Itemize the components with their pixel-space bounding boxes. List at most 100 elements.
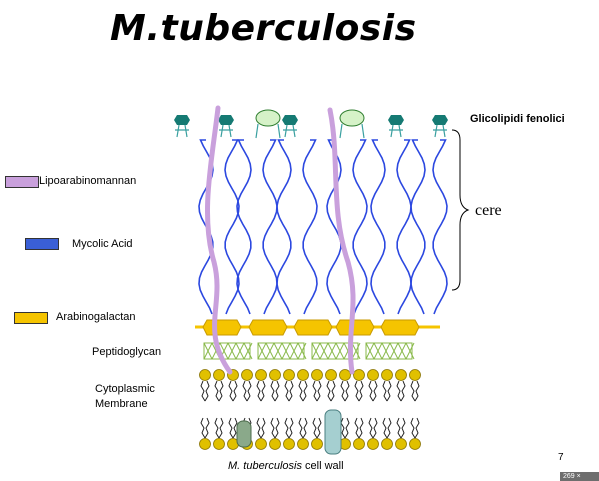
- page-title: M.tuberculosis: [110, 8, 417, 49]
- peptidoglycan-strand: [405, 342, 415, 360]
- lipid-head-inner: [255, 438, 267, 450]
- arabinogalactan-unit: [293, 319, 333, 336]
- lipoarabinomannan-strands: [205, 105, 356, 375]
- glycolipid-oval: [339, 109, 365, 127]
- lipid-tail-outer: [242, 380, 252, 402]
- peptidoglycan-label: Peptidoglycan: [92, 346, 162, 358]
- mycolic-acid-swatch: [25, 238, 59, 250]
- lipid-head-outer: [381, 369, 393, 381]
- peptidoglycan-strand: [365, 342, 375, 360]
- glycolipid-head: [282, 115, 298, 125]
- lipid-tail-inner: [382, 417, 392, 439]
- lipid-tail-outer: [298, 380, 308, 402]
- mycolic-acid-chain: [396, 139, 412, 315]
- mycolic-acid-chain: [236, 139, 252, 315]
- lipid-tail-inner: [214, 417, 224, 439]
- glycolipid-stem: [283, 124, 297, 138]
- lipid-tail-outer: [270, 380, 280, 402]
- mycolic-acid-chain: [262, 139, 278, 315]
- lipid-tail-outer: [354, 380, 364, 402]
- corner-badge: 269 ×: [560, 472, 599, 481]
- caption-rest: cell wall: [301, 460, 344, 472]
- lipid-head-inner: [199, 438, 211, 450]
- lipid-head-inner: [395, 438, 407, 450]
- cytoplasmic-membrane: [199, 369, 421, 450]
- glycolipid-oval: [255, 109, 281, 127]
- glycolipid-stem: [175, 124, 189, 138]
- glycolipid-stem: [339, 123, 365, 139]
- mycolic-acid-chain: [410, 139, 426, 315]
- glycolipids-label: Glicolipidi fenolici: [470, 113, 565, 125]
- peptidoglycan-block: [365, 342, 413, 360]
- membrane-protein-teal: [324, 409, 342, 455]
- peptidoglycan-block: [311, 342, 359, 360]
- peptidoglycan-block: [203, 342, 251, 360]
- glycolipid-stem: [389, 124, 403, 138]
- arabinogalactan-unit: [380, 319, 420, 336]
- arabinogalactan-unit: [202, 319, 242, 336]
- lipid-tail-inner: [200, 417, 210, 439]
- lipoarabinomannan-swatch: [5, 176, 39, 188]
- lipid-tail-outer: [284, 380, 294, 402]
- glycolipid-stem: [219, 124, 233, 138]
- lipid-tail-outer: [340, 380, 350, 402]
- peptidoglycan-strand: [297, 342, 307, 360]
- peptidoglycan-strand: [265, 342, 275, 360]
- peptidoglycan-strand: [327, 342, 337, 360]
- lipid-tail-inner: [354, 417, 364, 439]
- lipoarabinomannan-strand: [205, 105, 233, 375]
- glycolipid-head: [218, 115, 234, 125]
- mycolic-acid-chain: [224, 139, 240, 315]
- lipid-tail-outer: [368, 380, 378, 402]
- lipid-head-outer: [297, 369, 309, 381]
- lipid-tail-outer: [382, 380, 392, 402]
- lipid-head-outer: [339, 369, 351, 381]
- peptidoglycan-block: [257, 342, 305, 360]
- glycolipid-head: [388, 115, 404, 125]
- lipid-head-outer: [367, 369, 379, 381]
- lipid-tail-inner: [312, 417, 322, 439]
- lipid-head-inner: [409, 438, 421, 450]
- page-number: 7: [558, 452, 564, 463]
- lipoarabinomannan-strand: [327, 107, 356, 375]
- lipid-tail-inner: [284, 417, 294, 439]
- arabinogalactan-unit: [335, 319, 375, 336]
- figure-caption: M. tuberculosis cell wall: [228, 460, 344, 472]
- mycolic-acid-chain: [326, 139, 342, 315]
- lipid-tail-outer: [228, 380, 238, 402]
- lipid-head-outer: [353, 369, 365, 381]
- mycolic-acid-label: Mycolic Acid: [72, 238, 133, 250]
- membrane-label-line2: Membrane: [95, 398, 148, 410]
- glycolipid-stem: [255, 123, 281, 139]
- mycolic-acid-chain: [352, 139, 368, 315]
- caption-species: M. tuberculosis: [228, 460, 302, 472]
- peptidoglycan-strand: [381, 342, 391, 360]
- lipid-head-inner: [367, 438, 379, 450]
- lipid-head-outer: [283, 369, 295, 381]
- peptidoglycan-strand: [351, 342, 361, 360]
- peptidoglycan-strand: [227, 342, 237, 360]
- lipid-tail-outer: [312, 380, 322, 402]
- lipid-tail-inner: [298, 417, 308, 439]
- peptidoglycan-strand: [335, 342, 345, 360]
- lipid-head-outer: [241, 369, 253, 381]
- lipid-head-outer: [255, 369, 267, 381]
- peptidoglycan-strand: [203, 342, 213, 360]
- glycolipid-stem: [433, 124, 447, 138]
- lipid-head-outer: [325, 369, 337, 381]
- lipid-head-inner: [283, 438, 295, 450]
- lipid-tail-inner: [340, 417, 350, 439]
- arabinogalactan-unit: [248, 319, 288, 336]
- membrane-protein-green: [236, 420, 252, 448]
- lipid-tail-outer: [396, 380, 406, 402]
- lipid-tail-inner: [368, 417, 378, 439]
- lipid-head-inner: [213, 438, 225, 450]
- lipid-head-inner: [353, 438, 365, 450]
- peptidoglycan-strand: [281, 342, 291, 360]
- peptidoglycan-strand: [373, 342, 383, 360]
- membrane-label-line1: Cytoplasmic: [95, 383, 155, 395]
- lipid-head-outer: [311, 369, 323, 381]
- mycolic-acid-chain: [432, 139, 448, 315]
- lipid-tail-inner: [256, 417, 266, 439]
- peptidoglycan-strand: [243, 342, 253, 360]
